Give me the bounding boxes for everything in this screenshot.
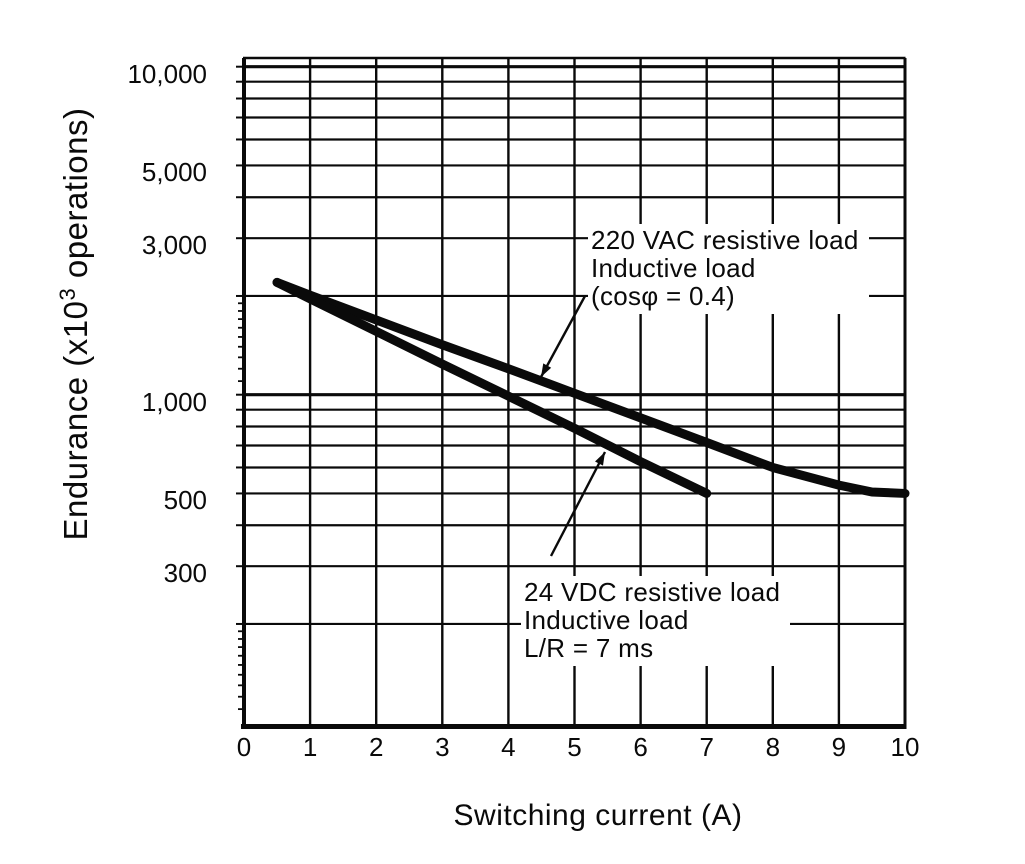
y-tick-label: 3,000 xyxy=(141,230,207,261)
annotation-24vdc: 24 VDC resistive load Inductive load L/R… xyxy=(521,576,791,666)
y-tick-label: 1,000 xyxy=(141,386,207,417)
x-tick-label: 9 xyxy=(831,732,847,762)
leader-line xyxy=(549,451,607,557)
y-axis-title: Endurance (x103 operations) xyxy=(47,24,94,624)
series-curve-220vac xyxy=(272,277,910,498)
y-tick-label: 500 xyxy=(163,485,207,516)
x-tick-label: 2 xyxy=(368,732,384,762)
series-curve-24vdc xyxy=(272,277,712,498)
leader-arrowhead xyxy=(595,452,605,466)
y-axis-title-sup: 3 xyxy=(55,287,80,301)
x-tick-label: 8 xyxy=(765,732,781,762)
annotation-line: L/R = 7 ms xyxy=(524,633,654,663)
annotation-220vac: 220 VAC resistive load Inductive load (c… xyxy=(588,224,869,314)
x-tick-label: 4 xyxy=(501,732,516,762)
annotation-line: 220 VAC resistive load xyxy=(591,225,859,255)
y-tick-label: 10,000 xyxy=(127,58,207,89)
annotation-line: 24 VDC resistive load xyxy=(524,577,781,607)
annotation-line: Inductive load xyxy=(524,605,689,635)
y-tick-label: 5,000 xyxy=(141,157,207,188)
annotation-line: Inductive load xyxy=(591,253,756,283)
x-tick-label: 1 xyxy=(302,732,318,762)
x-tick-label: 5 xyxy=(567,732,582,762)
annotation-line: (cosφ = 0.4) xyxy=(591,281,736,311)
leader-line xyxy=(539,295,587,378)
x-tick-label: 3 xyxy=(435,732,450,762)
x-tick-label: 7 xyxy=(699,732,714,762)
y-tick-label: 300 xyxy=(163,558,207,589)
leader-arrowhead xyxy=(541,363,552,377)
x-tick-label: 0 xyxy=(236,732,252,762)
y-axis-title-post: operations) xyxy=(57,107,94,288)
x-tick-label: 10 xyxy=(890,732,920,762)
x-axis-title: Switching current (A) xyxy=(453,799,743,832)
x-tick-label: 6 xyxy=(633,732,648,762)
